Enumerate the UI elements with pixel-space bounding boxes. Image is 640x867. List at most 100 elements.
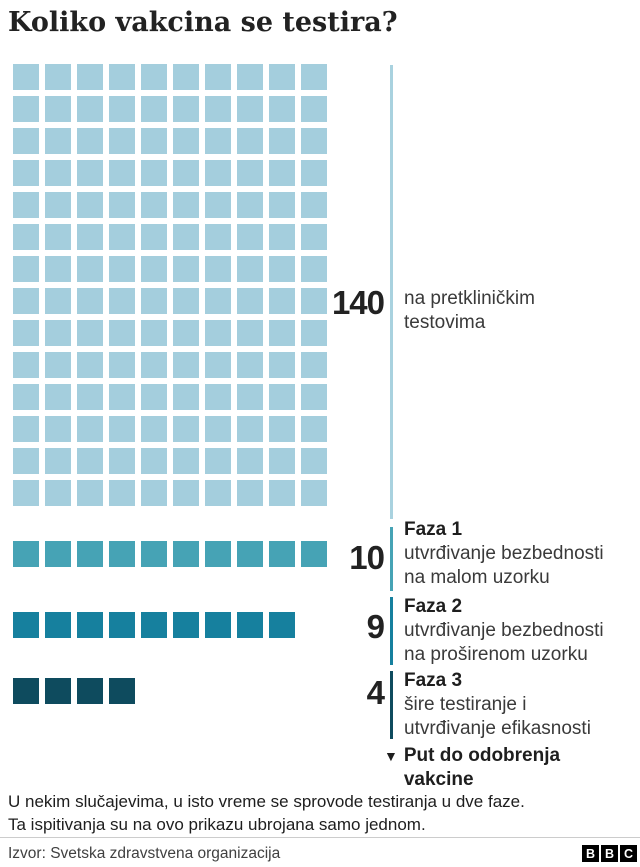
waffle-square <box>173 160 199 186</box>
waffle-square <box>109 224 135 250</box>
waffle-square <box>141 256 167 282</box>
waffle-square <box>141 160 167 186</box>
waffle-square <box>141 320 167 346</box>
waffle-square <box>109 128 135 154</box>
waffle-square <box>13 612 39 638</box>
label-phase2-desc: utvrđivanje bezbednosti na proširenom uzo… <box>404 620 604 665</box>
waffle-square <box>77 256 103 282</box>
waffle-square <box>141 480 167 506</box>
label-phase1-title: Faza 1 <box>404 519 463 540</box>
waffle-square <box>237 128 263 154</box>
waffle-square <box>173 320 199 346</box>
waffle-square <box>45 256 71 282</box>
waffle-square <box>141 288 167 314</box>
waffle-square <box>205 448 231 474</box>
waffle-square <box>269 320 295 346</box>
waffle-square <box>205 256 231 282</box>
waffle-square <box>173 416 199 442</box>
waffle-square <box>269 192 295 218</box>
waffle-square <box>269 541 295 567</box>
waffle-square <box>141 192 167 218</box>
waffle-square <box>269 352 295 378</box>
waffle-square <box>77 96 103 122</box>
waffle-square <box>13 256 39 282</box>
waffle-square <box>109 384 135 410</box>
waffle-square <box>45 678 71 704</box>
count-preclinical: 140 <box>331 284 385 321</box>
waffle-square <box>77 320 103 346</box>
waffle-square <box>45 64 71 90</box>
waffle-square <box>205 416 231 442</box>
waffle-square <box>13 160 39 186</box>
waffle-square <box>269 128 295 154</box>
waffle-square <box>109 541 135 567</box>
waffle-square <box>205 288 231 314</box>
waffle-square <box>269 416 295 442</box>
waffle-square <box>109 160 135 186</box>
waffle-square <box>141 612 167 638</box>
label-phase3-desc: šire testiranje i utvrđivanje efikasnosti <box>404 694 591 739</box>
waffle-square <box>269 288 295 314</box>
waffle-square <box>301 224 327 250</box>
waffle-square <box>269 384 295 410</box>
waffle-square <box>13 448 39 474</box>
waffle-square <box>301 256 327 282</box>
waffle-square <box>45 96 71 122</box>
chart-title: Koliko vakcina se testira? <box>8 7 398 38</box>
waffle-square <box>77 541 103 567</box>
footnote: U nekim slučajevima, u isto vreme se spr… <box>8 792 525 834</box>
label-phase3-title: Faza 3 <box>404 670 463 691</box>
group-line-preclinical <box>390 65 393 519</box>
waffle-square <box>109 352 135 378</box>
bbc-logo-letter: C <box>620 845 637 862</box>
waffle-square <box>77 448 103 474</box>
waffle-square <box>45 541 71 567</box>
approval-path-note: ▼ Put do odobrenja vakcine <box>384 744 624 792</box>
waffle-square <box>301 96 327 122</box>
waffle-square <box>13 678 39 704</box>
count-phase3: 4 <box>366 674 385 711</box>
waffle-square <box>13 541 39 567</box>
group-line-phase2 <box>390 597 393 665</box>
waffle-square <box>109 256 135 282</box>
waffle-square <box>301 320 327 346</box>
waffle-square <box>237 320 263 346</box>
waffle-square <box>205 384 231 410</box>
label-phase2: Faza 2 utvrđivanje bezbednosti na prošire… <box>404 595 634 667</box>
waffle-square <box>269 480 295 506</box>
waffle-square <box>109 416 135 442</box>
waffle-square <box>77 64 103 90</box>
waffle-square <box>13 480 39 506</box>
waffle-square <box>173 448 199 474</box>
waffle-square <box>77 480 103 506</box>
waffle-square <box>77 160 103 186</box>
waffle-square <box>13 288 39 314</box>
waffle-square <box>173 288 199 314</box>
waffle-square <box>237 160 263 186</box>
count-phase1: 10 <box>349 539 385 576</box>
waffle-square <box>141 416 167 442</box>
bbc-logo-letter: B <box>582 845 599 862</box>
waffle-square <box>13 128 39 154</box>
waffle-square <box>269 224 295 250</box>
waffle-square <box>77 678 103 704</box>
waffle-square <box>205 192 231 218</box>
waffle-square <box>301 288 327 314</box>
waffle-square <box>237 480 263 506</box>
waffle-square <box>237 448 263 474</box>
waffle-square <box>205 480 231 506</box>
waffle-square <box>141 96 167 122</box>
waffle-square <box>205 612 231 638</box>
waffle-square <box>269 96 295 122</box>
waffle-square <box>237 288 263 314</box>
label-preclinical: na pretkliničkim testovima <box>404 287 634 335</box>
label-phase1: Faza 1 utvrđivanje bezbednosti na malom u… <box>404 518 634 590</box>
waffle-square <box>141 384 167 410</box>
waffle-square <box>205 64 231 90</box>
waffle-square <box>237 352 263 378</box>
waffle-square <box>173 64 199 90</box>
waffle-square <box>173 192 199 218</box>
label-preclinical-desc: na pretkliničkim testovima <box>404 288 535 333</box>
waffle-square <box>141 448 167 474</box>
